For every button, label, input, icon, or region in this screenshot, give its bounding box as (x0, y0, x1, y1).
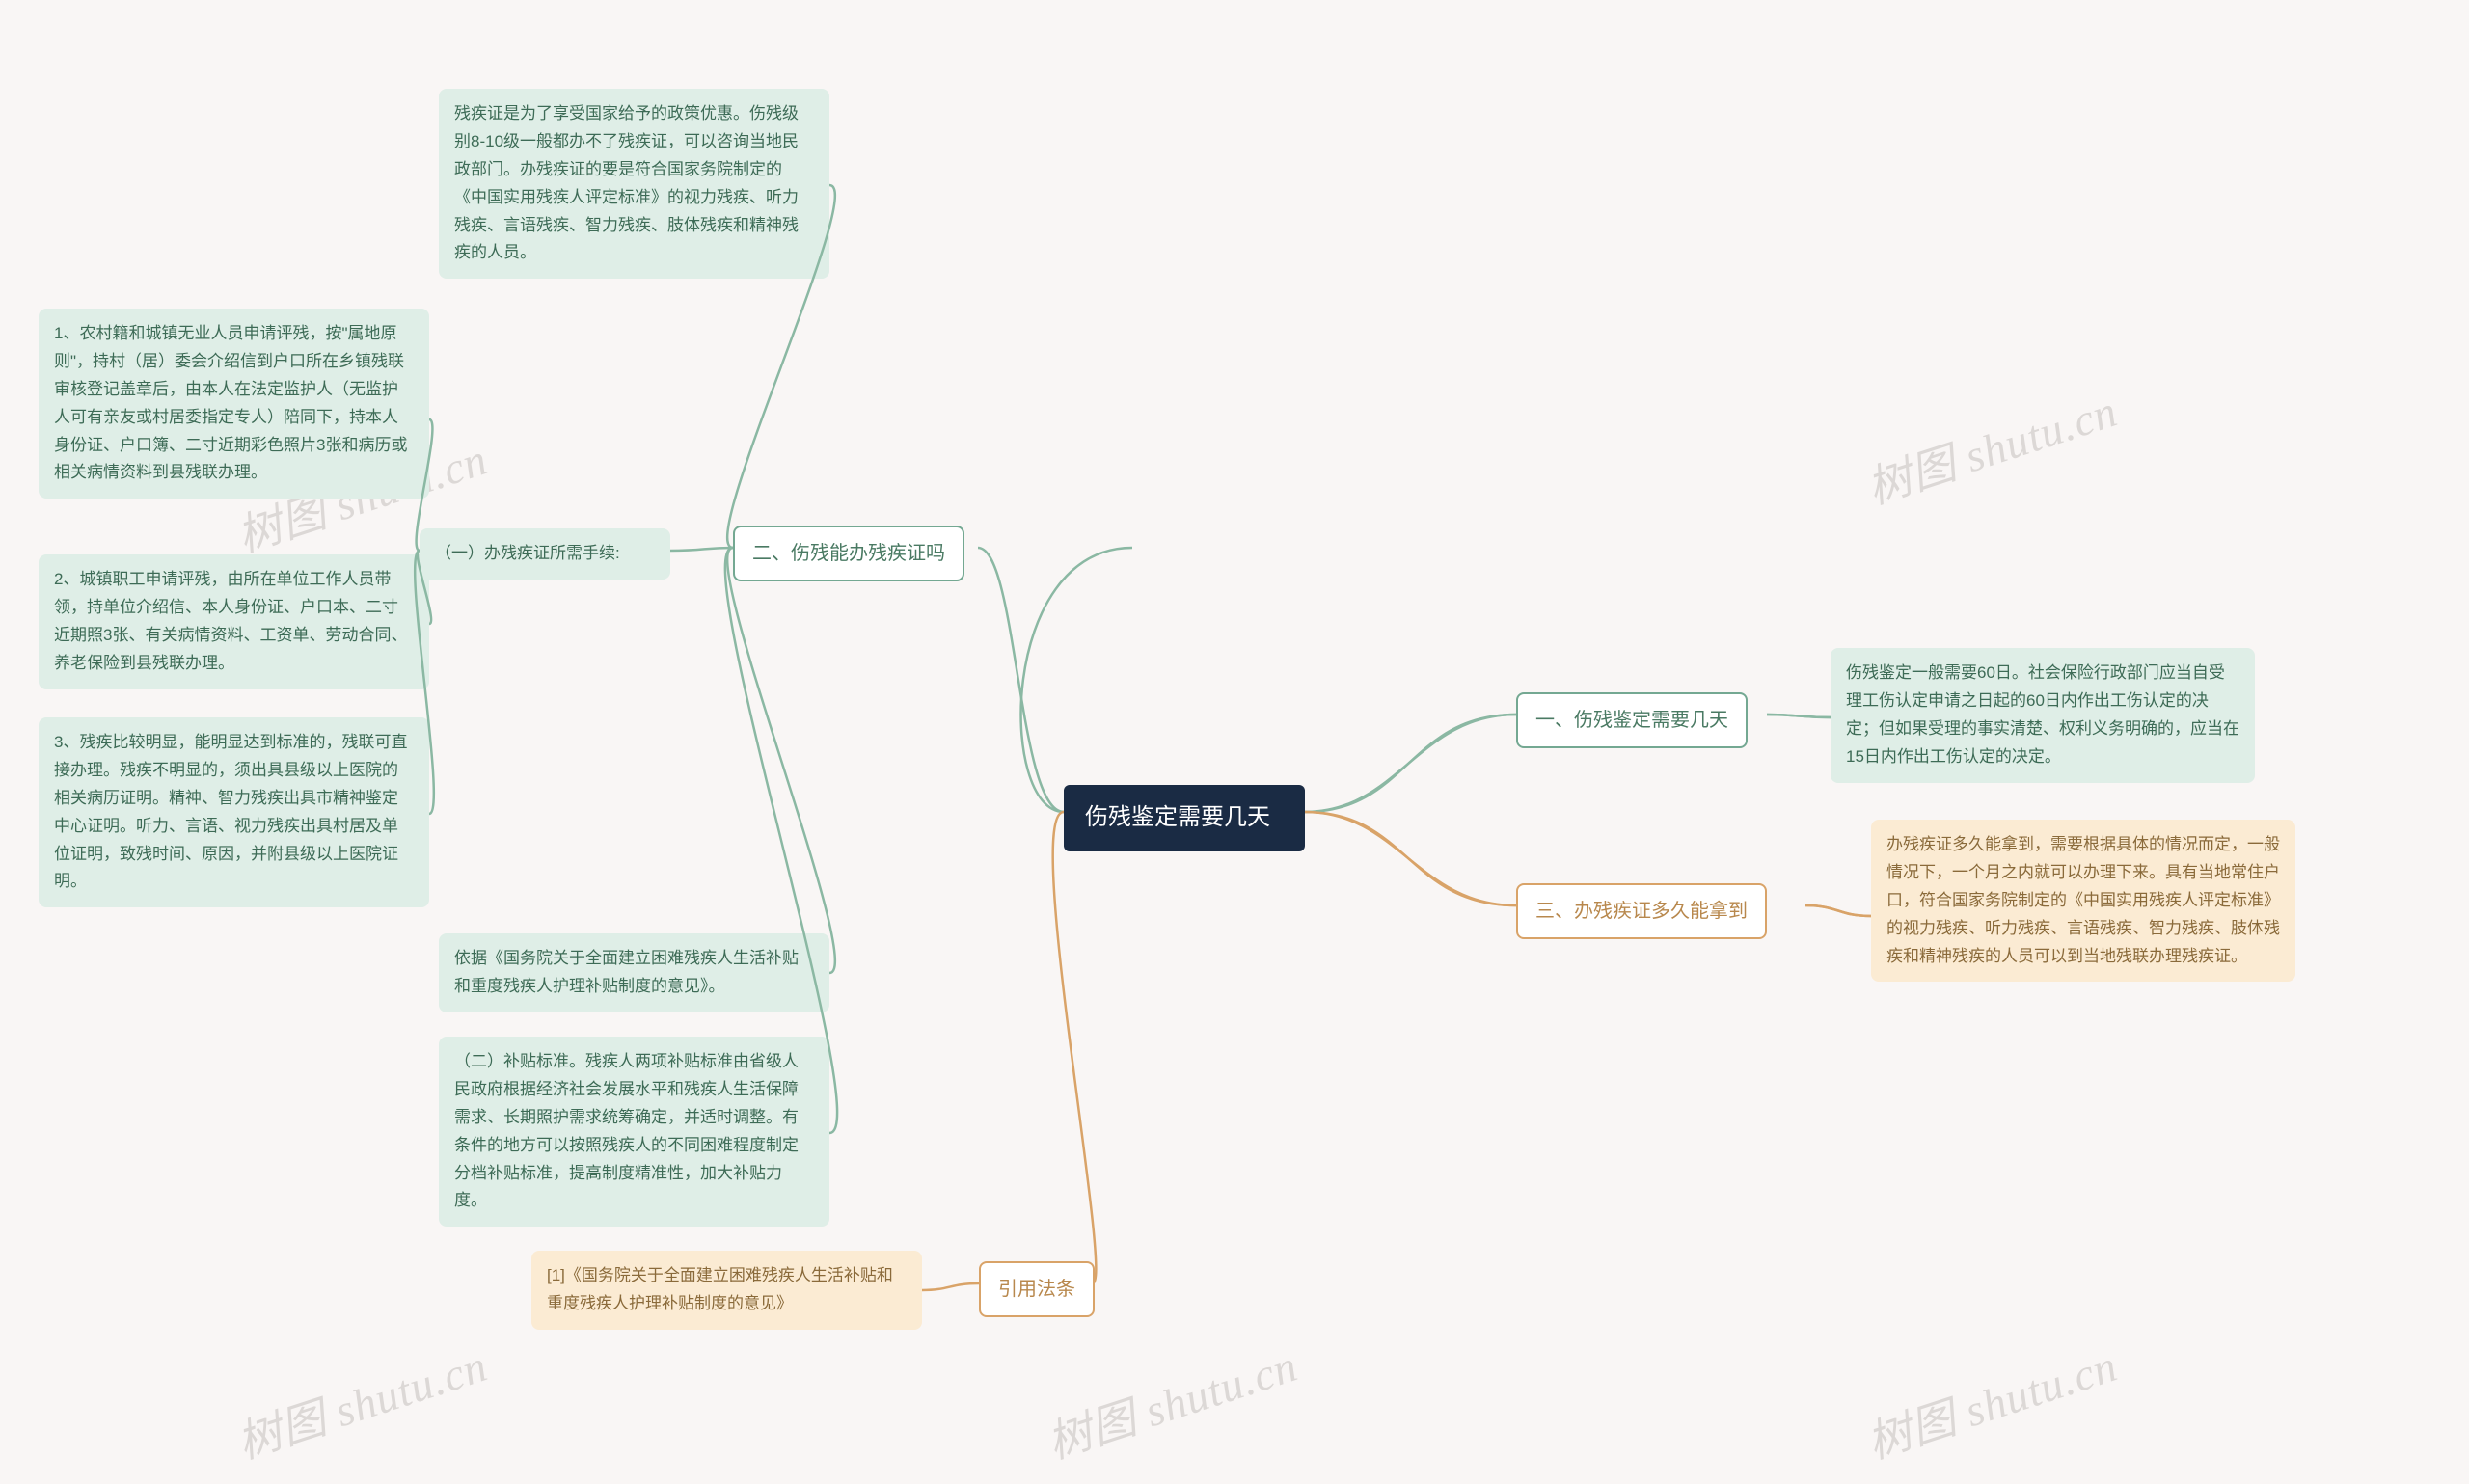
branch-2-basis: 依据《国务院关于全面建立困难残疾人生活补贴和重度残疾人护理补贴制度的意见》。 (439, 933, 829, 1012)
branch-1[interactable]: 一、伤残鉴定需要几天 (1516, 692, 1748, 748)
branch-3[interactable]: 三、办残疾证多久能拿到 (1516, 883, 1767, 939)
branch-3-label: 三、办残疾证多久能拿到 (1535, 901, 1748, 922)
branch-2[interactable]: 二、伤残能办残疾证吗 (733, 526, 964, 581)
branch-2-label: 二、伤残能办残疾证吗 (752, 543, 945, 564)
branch-3-detail: 办残疾证多久能拿到，需要根据具体的情况而定，一般情况下，一个月之内就可以办理下来… (1871, 820, 2295, 982)
branch-2-proc-3: 3、残疾比较明显，能明显达到标准的，残联可直接办理。残疾不明显的，须出具县级以上… (39, 717, 429, 907)
branch-1-detail: 伤残鉴定一般需要60日。社会保险行政部门应当自受理工伤认定申请之日起的60日内作… (1831, 648, 2255, 783)
branch-1-label: 一、伤残鉴定需要几天 (1535, 710, 1728, 731)
branch-2-standard: （二）补贴标准。残疾人两项补贴标准由省级人民政府根据经济社会发展水平和残疾人生活… (439, 1037, 829, 1227)
branch-2-proc-1: 1、农村籍和城镇无业人员申请评残，按"属地原则"，持村（居）委会介绍信到户口所在… (39, 309, 429, 499)
root-label: 伤残鉴定需要几天 (1085, 804, 1270, 830)
watermark: 树图 shutu.cn (228, 1331, 494, 1471)
watermark: 树图 shutu.cn (1858, 1331, 2124, 1471)
branch-2-proc-2: 2、城镇职工申请评残，由所在单位工作人员带领，持单位介绍信、本人身份证、户口本、… (39, 554, 429, 689)
branch-2-intro: 残疾证是为了享受国家给予的政策优惠。伤残级别8-10级一般都办不了残疾证，可以咨… (439, 89, 829, 279)
branch-4-label: 引用法条 (998, 1279, 1075, 1300)
branch-4[interactable]: 引用法条 (979, 1261, 1095, 1317)
branch-2-proc-label: （一）办残疾证所需手续: (420, 528, 670, 580)
watermark: 树图 shutu.cn (1858, 376, 2124, 517)
branch-4-detail: [1]《国务院关于全面建立困难残疾人生活补贴和重度残疾人护理补贴制度的意见》 (531, 1251, 922, 1330)
watermark: 树图 shutu.cn (1038, 1331, 1304, 1471)
root-node[interactable]: 伤残鉴定需要几天 (1064, 785, 1305, 851)
